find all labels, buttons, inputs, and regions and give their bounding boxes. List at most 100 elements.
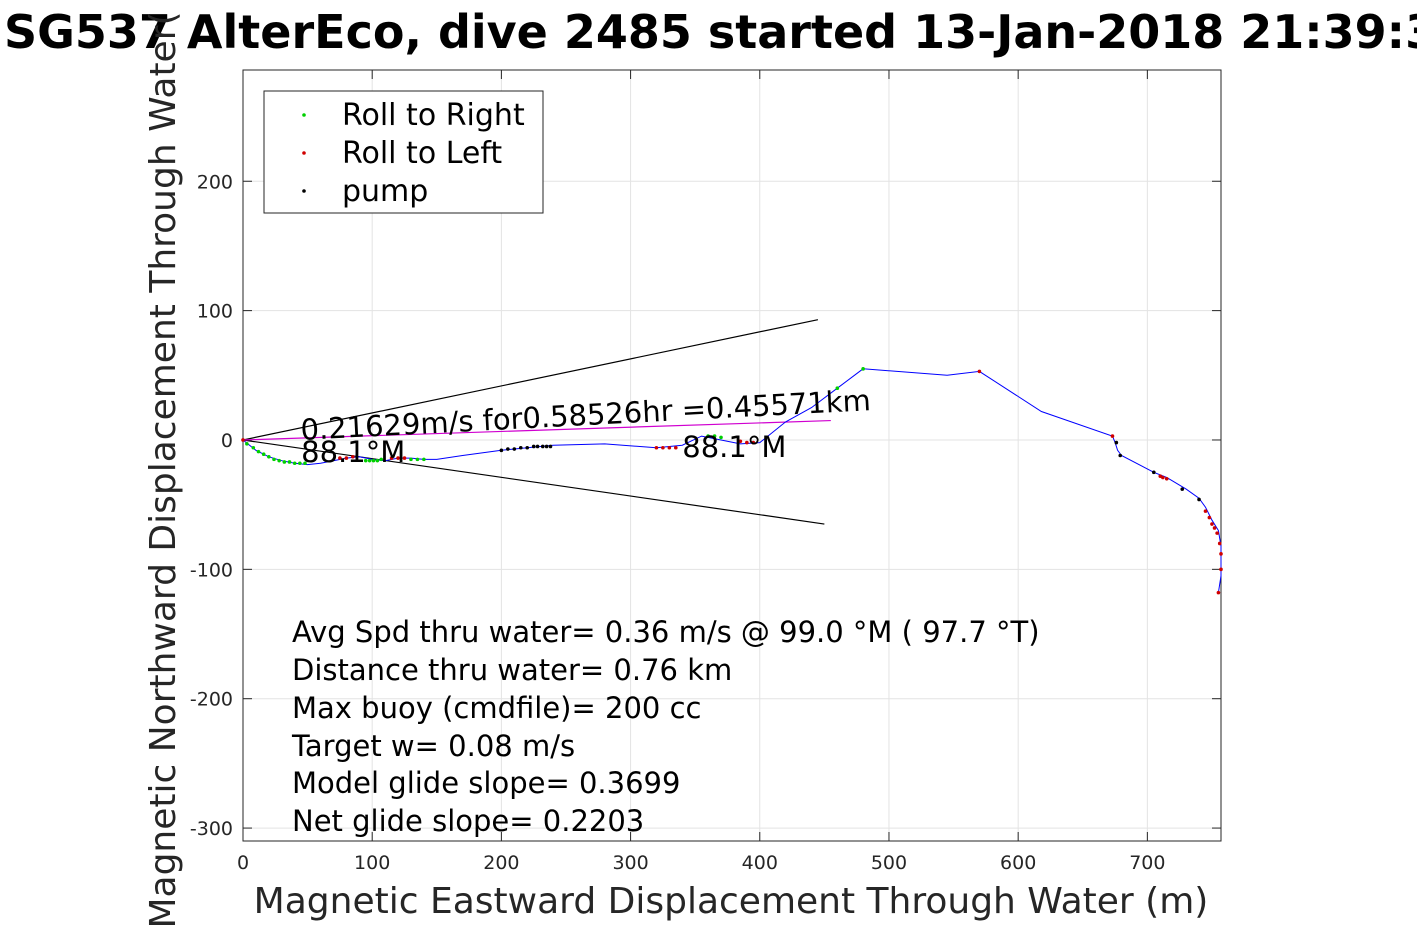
legend-label-roll-left: Roll to Left — [342, 136, 502, 171]
y-axis-ticks: -300 -200 -100 0 100 200 — [190, 171, 1221, 840]
roll-left-point — [667, 445, 672, 450]
pump-point — [540, 444, 545, 449]
legend-marker-roll-left — [302, 151, 306, 155]
roll-right-point — [367, 458, 372, 463]
roll-right-point — [282, 460, 287, 464]
roll-right-point — [298, 461, 302, 466]
roll-right-point — [719, 435, 723, 440]
roll-left-point — [1217, 541, 1222, 546]
roll-left-point — [1215, 531, 1219, 535]
pump-point — [518, 445, 523, 450]
x-axis-label: Magnetic Eastward Displacement Through W… — [254, 881, 1209, 922]
heading-wedge-lower-line — [242, 439, 825, 525]
x-tick-label: 200 — [483, 852, 519, 874]
roll-left-point — [751, 440, 756, 445]
roll-left-point — [402, 456, 407, 460]
stat-distance: Distance thru water= 0.76 km — [292, 653, 732, 687]
stat-avg-speed: Avg Spd thru water= 0.36 m/s @ 99.0 °M (… — [292, 615, 1040, 649]
y-tick-label: -200 — [190, 689, 233, 711]
roll-left-point — [654, 445, 659, 450]
dive-statistics: Avg Spd thru water= 0.36 m/s @ 99.0 °M (… — [291, 615, 1040, 838]
roll-left-point — [1216, 590, 1221, 595]
roll-left-point — [338, 456, 342, 460]
legend-marker-roll-right — [302, 113, 306, 117]
legend-label-pump: pump — [342, 174, 428, 209]
y-tick-label: 100 — [197, 301, 233, 323]
y-tick-label: 0 — [221, 430, 233, 452]
x-tick-label: 400 — [742, 852, 778, 874]
roll-right-point — [363, 458, 368, 463]
roll-right-point — [272, 457, 276, 462]
pump-point — [548, 444, 553, 449]
roll-right-point — [256, 449, 261, 454]
pump-point — [1114, 440, 1119, 445]
roll-right-point — [303, 461, 307, 466]
roll-left-point — [1219, 567, 1223, 572]
roll-right-point — [712, 434, 717, 438]
roll-left-point — [396, 456, 400, 460]
roll-left-point — [977, 369, 982, 374]
roll-right-point — [267, 454, 271, 459]
legend-label-roll-right: Roll to Right — [342, 98, 525, 133]
roll-right-point — [422, 457, 426, 462]
roll-right-point — [261, 452, 266, 457]
y-axis-label: Magnetic Northward Displacement Through … — [143, 11, 184, 928]
annotation-label: 88.1°M — [682, 430, 786, 464]
stat-target-w: Target w= 0.08 m/s — [291, 729, 575, 763]
roll-right-markers — [245, 367, 865, 466]
roll-left-point — [1219, 552, 1223, 556]
x-tick-label: 700 — [1129, 852, 1165, 874]
x-axis-ticks: 0 100 200 300 400 500 600 700 — [237, 70, 1165, 874]
roll-left-point — [674, 445, 678, 450]
stat-max-buoy: Max buoy (cmdfile)= 200 cc — [292, 691, 701, 725]
roll-right-point — [287, 460, 292, 464]
axes-frame — [242, 69, 1222, 842]
roll-right-point — [251, 445, 256, 450]
y-tick-label: -300 — [190, 818, 233, 840]
stat-model-glide-slope: Model glide slope= 0.3699 — [292, 766, 680, 800]
x-tick-label: 100 — [354, 852, 390, 874]
roll-right-point — [861, 367, 865, 371]
pump-point — [1197, 497, 1201, 502]
y-tick-label: -100 — [190, 559, 233, 581]
roll-left-point — [1110, 434, 1115, 438]
roll-right-point — [277, 458, 281, 463]
legend: Roll to Right Roll to Left pump — [263, 90, 544, 214]
pump-point — [499, 448, 504, 453]
roll-left-point — [1212, 526, 1217, 530]
pump-point — [1180, 487, 1185, 491]
pump-point — [1152, 470, 1156, 475]
roll-left-point — [1203, 509, 1208, 513]
heading-wedge — [242, 319, 825, 525]
pump-point — [535, 444, 540, 449]
roll-right-point — [706, 434, 710, 438]
pump-point — [531, 444, 536, 449]
roll-left-point — [1164, 476, 1169, 481]
roll-left-markers — [241, 369, 1223, 595]
y-tick-label: 200 — [197, 171, 233, 193]
pump-point — [512, 447, 517, 451]
roll-left-point — [351, 454, 355, 459]
roll-left-point — [344, 456, 349, 460]
mean-vector — [242, 419, 831, 441]
roll-left-point — [738, 439, 743, 444]
roll-right-point — [379, 457, 384, 462]
roll-left-point — [745, 440, 749, 445]
x-tick-label: 600 — [1000, 852, 1036, 874]
roll-left-point — [389, 456, 394, 460]
annotation-label: 88.1°M — [301, 435, 405, 469]
pump-point — [1118, 453, 1123, 458]
pump-markers — [499, 440, 1201, 502]
legend-box — [263, 90, 544, 214]
x-tick-label: 300 — [612, 852, 648, 874]
chart-title: SG537 AlterEco, dive 2485 started 13-Jan… — [4, 5, 1417, 59]
roll-left-point — [1207, 515, 1212, 520]
pump-point — [506, 447, 510, 451]
roll-left-point — [1210, 522, 1214, 526]
mean-vector-line — [242, 419, 831, 441]
pump-point — [525, 445, 530, 450]
x-tick-label: 500 — [871, 852, 907, 874]
roll-left-point — [661, 445, 665, 450]
